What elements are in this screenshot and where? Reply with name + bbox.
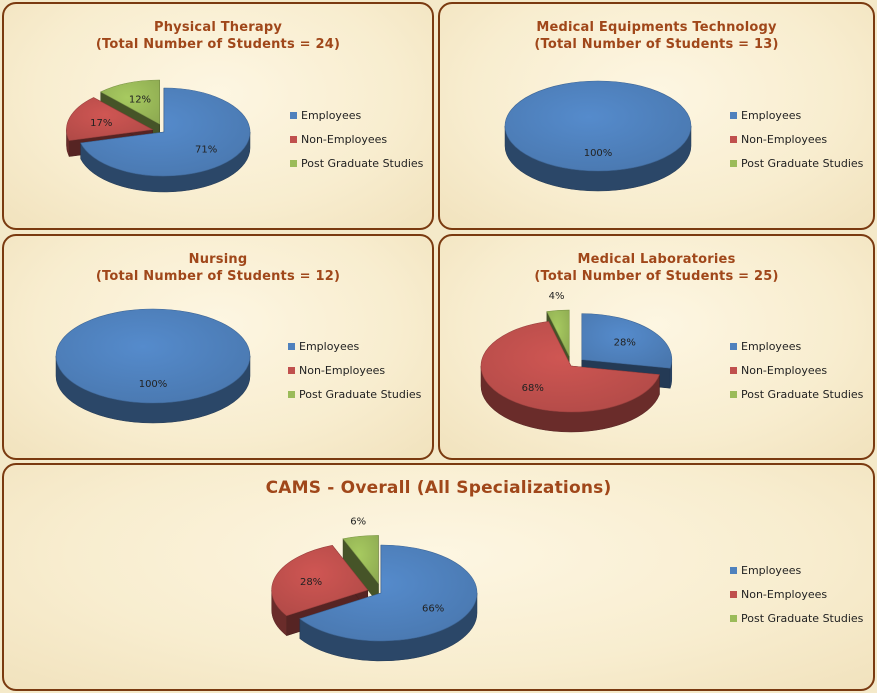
chart-title: Medical Equipments Technology (Total Num… bbox=[440, 19, 873, 53]
legend-swatch-employees bbox=[730, 566, 737, 574]
pie-data-label-non-employees: 68% bbox=[522, 383, 544, 394]
chart-subtitle-line: (Total Number of Students = 13) bbox=[534, 37, 779, 52]
pie-data-label-non-employees: 28% bbox=[300, 577, 322, 588]
pie-chart: 28% 68% 4% bbox=[480, 291, 673, 433]
chart-panel-nursing: Nursing (Total Number of Students = 12) … bbox=[2, 234, 434, 460]
pie-data-label-employees: 66% bbox=[422, 603, 444, 614]
chart-legend: Employees Non-Employees Post Graduate St… bbox=[288, 334, 421, 406]
pie-data-label-post-graduate: 12% bbox=[129, 95, 151, 106]
legend-swatch-non-employees bbox=[730, 366, 737, 374]
chart-title-line: Medical Equipments Technology bbox=[536, 20, 777, 35]
chart-subtitle-line: (Total Number of Students = 25) bbox=[534, 269, 779, 284]
pie-slice-post-graduate bbox=[546, 309, 570, 357]
pie-chart: 71% 17% 12% bbox=[66, 79, 251, 193]
legend-item-non-employees: Non-Employees bbox=[730, 358, 863, 382]
legend-swatch-employees bbox=[730, 111, 737, 119]
pie-data-label-employees: 28% bbox=[614, 337, 636, 348]
pie-data-label-employees: 100% bbox=[584, 148, 613, 159]
legend-label: Non-Employees bbox=[741, 132, 828, 146]
legend-item-post-graduate: Post Graduate Studies bbox=[288, 382, 421, 406]
legend-label: Employees bbox=[741, 108, 802, 122]
pie-slice-non-employees bbox=[66, 97, 154, 141]
pie-chart: 66% 28% 6% bbox=[271, 517, 478, 662]
legend-label: Post Graduate Studies bbox=[741, 611, 864, 625]
legend-label: Post Graduate Studies bbox=[741, 387, 864, 401]
chart-legend: Employees Non-Employees Post Graduate St… bbox=[730, 558, 863, 630]
chart-title-line: Medical Laboratories bbox=[577, 252, 736, 267]
legend-swatch-post-graduate bbox=[290, 159, 297, 167]
chart-legend: Employees Non-Employees Post Graduate St… bbox=[290, 103, 423, 175]
legend-item-non-employees: Non-Employees bbox=[288, 358, 421, 382]
legend-swatch-employees bbox=[730, 342, 737, 350]
legend-label: Employees bbox=[299, 339, 360, 353]
legend-swatch-post-graduate bbox=[730, 390, 737, 398]
pie-data-label-employees: 100% bbox=[139, 379, 168, 390]
pie-slice-employees bbox=[504, 80, 692, 172]
pie-slice-employees bbox=[55, 308, 251, 404]
legend-item-employees: Employees bbox=[730, 558, 863, 582]
legend-item-employees: Employees bbox=[288, 334, 421, 358]
legend-label: Employees bbox=[741, 339, 802, 353]
legend-item-non-employees: Non-Employees bbox=[730, 582, 863, 606]
pie-data-label-post-graduate: 4% bbox=[549, 291, 565, 302]
legend-swatch-post-graduate bbox=[288, 390, 295, 398]
legend-item-non-employees: Non-Employees bbox=[290, 127, 423, 151]
legend-swatch-non-employees bbox=[290, 135, 297, 143]
legend-swatch-non-employees bbox=[730, 135, 737, 143]
legend-item-post-graduate: Post Graduate Studies bbox=[730, 382, 863, 406]
chart-subtitle-line: (Total Number of Students = 12) bbox=[95, 269, 341, 284]
legend-item-non-employees: Non-Employees bbox=[730, 127, 863, 151]
pie-data-label-employees: 71% bbox=[195, 145, 217, 156]
pie-slice-employees bbox=[299, 544, 478, 642]
pie-chart: 100% bbox=[504, 80, 692, 192]
chart-legend: Employees Non-Employees Post Graduate St… bbox=[730, 334, 863, 406]
legend-item-employees: Employees bbox=[730, 334, 863, 358]
chart-title-line: Nursing bbox=[188, 252, 248, 267]
chart-subtitle-line: (Total Number of Students = 24) bbox=[95, 37, 341, 52]
legend-label: Employees bbox=[301, 108, 362, 122]
legend-label: Non-Employees bbox=[741, 587, 828, 601]
legend-label: Non-Employees bbox=[299, 363, 386, 377]
chart-title: Physical Therapy (Total Number of Studen… bbox=[4, 19, 432, 53]
legend-swatch-post-graduate bbox=[730, 614, 737, 622]
pie-slice-post-graduate bbox=[342, 535, 379, 585]
legend-swatch-non-employees bbox=[730, 590, 737, 598]
chart-legend: Employees Non-Employees Post Graduate St… bbox=[730, 103, 863, 175]
pie-slice-non-employees bbox=[271, 545, 369, 617]
legend-item-employees: Employees bbox=[730, 103, 863, 127]
chart-title: Medical Laboratories (Total Number of St… bbox=[440, 251, 873, 285]
chart-title: Nursing (Total Number of Students = 12) bbox=[4, 251, 432, 285]
legend-label: Employees bbox=[741, 563, 802, 577]
chart-panel-medical-laboratories: Medical Laboratories (Total Number of St… bbox=[438, 234, 875, 460]
pie-slice-post-graduate bbox=[100, 79, 160, 125]
chart-title-line: Physical Therapy bbox=[153, 20, 282, 35]
chart-panel-medical-equipments-technology: Medical Equipments Technology (Total Num… bbox=[438, 2, 875, 230]
chart-panel-cams-overall: CAMS - Overall (All Specializations) 66%… bbox=[2, 463, 875, 691]
pie-data-label-non-employees: 17% bbox=[90, 118, 112, 129]
legend-item-post-graduate: Post Graduate Studies bbox=[730, 151, 863, 175]
legend-item-post-graduate: Post Graduate Studies bbox=[290, 151, 423, 175]
pie-slice-non-employees bbox=[480, 321, 660, 413]
legend-label: Post Graduate Studies bbox=[301, 156, 424, 170]
chart-title-line: CAMS - Overall (All Specializations) bbox=[265, 478, 612, 498]
legend-swatch-employees bbox=[290, 111, 297, 119]
legend-swatch-employees bbox=[288, 342, 295, 350]
pie-data-label-post-graduate: 6% bbox=[350, 517, 366, 528]
legend-label: Post Graduate Studies bbox=[741, 156, 864, 170]
legend-item-post-graduate: Post Graduate Studies bbox=[730, 606, 863, 630]
legend-label: Non-Employees bbox=[301, 132, 388, 146]
legend-swatch-non-employees bbox=[288, 366, 295, 374]
legend-item-employees: Employees bbox=[290, 103, 423, 127]
chart-title: CAMS - Overall (All Specializations) bbox=[4, 477, 873, 499]
chart-panel-physical-therapy: Physical Therapy (Total Number of Studen… bbox=[2, 2, 434, 230]
legend-label: Post Graduate Studies bbox=[299, 387, 422, 401]
pie-slice-employees bbox=[581, 313, 673, 369]
pie-slice-employees bbox=[80, 87, 251, 177]
legend-swatch-post-graduate bbox=[730, 159, 737, 167]
pie-chart: 100% bbox=[55, 308, 251, 424]
legend-label: Non-Employees bbox=[741, 363, 828, 377]
